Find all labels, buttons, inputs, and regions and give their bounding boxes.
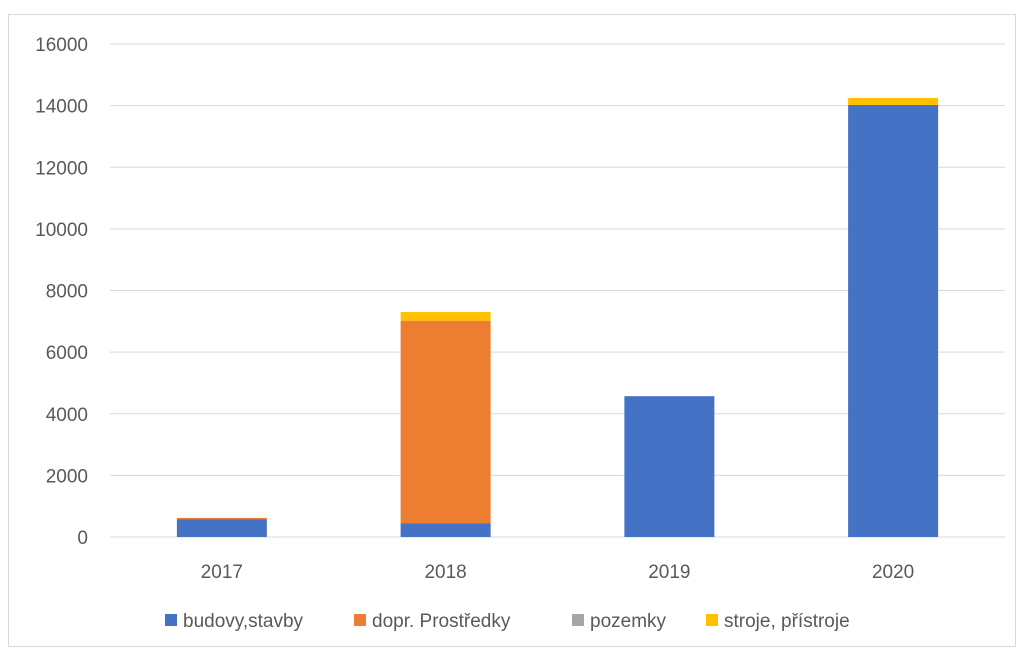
x-tick-label: 2018 bbox=[424, 562, 466, 583]
y-tick-label: 4000 bbox=[46, 405, 88, 426]
y-tick-label: 0 bbox=[77, 528, 88, 549]
y-tick-label: 16000 bbox=[35, 35, 88, 56]
legend-item: budovy,stavby bbox=[165, 611, 304, 632]
bars bbox=[176, 97, 939, 537]
bar-segment bbox=[400, 312, 491, 321]
x-tick-label: 2019 bbox=[648, 562, 690, 583]
y-tick-label: 2000 bbox=[46, 466, 88, 487]
x-tick-label: 2017 bbox=[201, 562, 243, 583]
legend-label: dopr. Prostředky bbox=[372, 611, 511, 632]
x-axis-tick-labels: 2017 2018 2019 2020 bbox=[201, 562, 915, 583]
y-tick-label: 6000 bbox=[46, 343, 88, 364]
legend-item: pozemky bbox=[572, 611, 667, 632]
y-axis-tick-labels: 0 2000 4000 6000 8000 10000 12000 14000 16000 bbox=[35, 35, 88, 549]
legend-item: dopr. Prostředky bbox=[354, 611, 511, 632]
y-tick-label: 10000 bbox=[35, 220, 88, 241]
legend-swatch bbox=[354, 614, 366, 626]
legend-label: budovy,stavby bbox=[183, 611, 304, 632]
bar-segment bbox=[400, 523, 491, 537]
bar-segment bbox=[848, 97, 939, 106]
legend-label: stroje, přístroje bbox=[724, 611, 850, 632]
bar-segment bbox=[176, 517, 267, 520]
legend-item: stroje, přístroje bbox=[706, 611, 850, 632]
legend-swatch bbox=[706, 614, 718, 626]
chart-frame bbox=[8, 14, 1016, 647]
legend: budovy,stavby dopr. Prostředky pozemky stro… bbox=[165, 611, 850, 632]
x-tick-label: 2020 bbox=[872, 562, 914, 583]
y-tick-label: 8000 bbox=[46, 282, 88, 303]
y-tick-label: 12000 bbox=[35, 158, 88, 179]
legend-swatch bbox=[572, 614, 584, 626]
bar-segment bbox=[176, 519, 267, 537]
legend-swatch bbox=[165, 614, 177, 626]
y-tick-label: 14000 bbox=[35, 97, 88, 118]
legend-label: pozemky bbox=[590, 611, 667, 632]
bar-segment bbox=[848, 105, 939, 537]
bar-segment bbox=[400, 320, 491, 524]
bar-segment bbox=[624, 396, 715, 537]
